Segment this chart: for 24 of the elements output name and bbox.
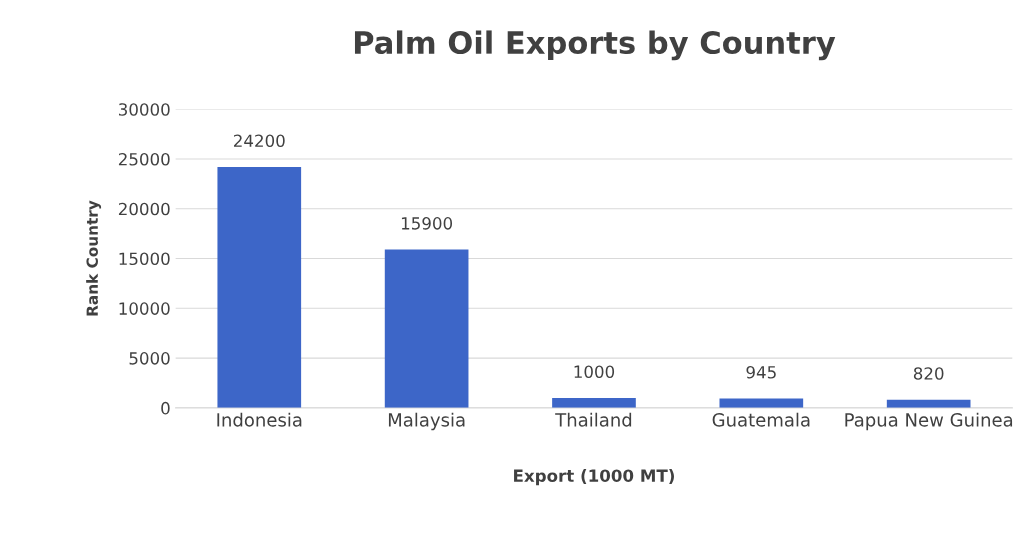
- data-label: 24200: [233, 134, 285, 148]
- chart-title: Palm Oil Exports by Country: [354, 30, 836, 61]
- y-axis-title: Rank Country: [86, 200, 102, 316]
- data-label: 820: [913, 367, 944, 380]
- y-tick-label: 25000: [118, 152, 170, 166]
- x-tick-label: Papua New Guinea: [845, 412, 1013, 431]
- data-label: 1000: [574, 365, 615, 379]
- data-label: 945: [746, 365, 776, 379]
- bar: [217, 166, 302, 408]
- x-tick-label: Malaysia: [388, 412, 465, 431]
- bar: [384, 249, 469, 408]
- y-tick-label: 20000: [118, 202, 170, 216]
- x-tick-label: Indonesia: [217, 412, 302, 427]
- x-axis-title: Export (1000 MT): [514, 469, 674, 486]
- bar: [719, 398, 804, 408]
- y-tick-label: 0: [161, 401, 170, 415]
- x-tick-label: Guatemala: [712, 412, 810, 427]
- y-tick-label: 15000: [119, 252, 170, 266]
- y-tick-label: 10000: [119, 302, 170, 315]
- bar: [552, 397, 636, 408]
- y-tick-label: 5000: [129, 352, 170, 365]
- data-label: 15900: [401, 217, 453, 230]
- x-tick-label: Thailand: [555, 412, 632, 427]
- y-tick-label: 30000: [119, 103, 170, 116]
